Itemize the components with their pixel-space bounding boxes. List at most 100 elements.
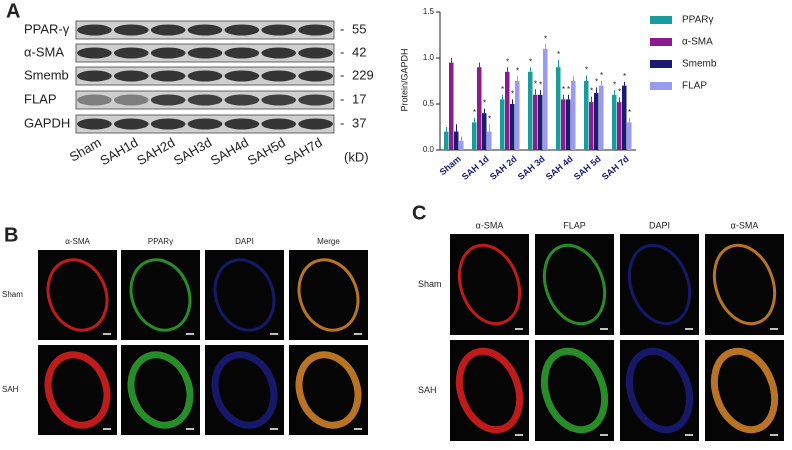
bar [500, 99, 505, 150]
blot-band [261, 94, 297, 106]
vessel-ring [46, 258, 109, 332]
x-tick-label: SAH 2d [488, 154, 519, 182]
vessel-wall [712, 243, 777, 326]
protein-label: FLAP [24, 91, 57, 106]
vessel-wall [46, 258, 109, 332]
molecular-weight: 17 [352, 91, 366, 106]
blot-band [261, 70, 297, 82]
vessel-ring [625, 347, 694, 434]
bar [594, 92, 599, 150]
blot-band [150, 47, 186, 59]
significance: * [501, 85, 504, 94]
significance: * [628, 108, 631, 117]
blot-band [77, 70, 112, 82]
bar [510, 104, 515, 150]
significance: * [585, 66, 588, 75]
vessel-wall [213, 258, 276, 332]
significance: * [473, 108, 476, 117]
vessel-wall [129, 258, 192, 332]
molecular-weight: 42 [352, 44, 366, 59]
vessel-ring [455, 347, 524, 434]
blot-band [113, 47, 149, 59]
row-label: Sham [418, 279, 442, 289]
vessel-ring [129, 258, 192, 332]
significance: * [595, 78, 598, 87]
column-header: α-SMA [731, 220, 759, 230]
blot-band [224, 47, 260, 59]
dash: - [340, 44, 344, 59]
blot-band [187, 70, 223, 82]
significance: * [544, 34, 547, 43]
bar [482, 113, 487, 150]
blot-band [187, 24, 223, 36]
blot-band [224, 118, 260, 130]
x-tick-label: SAH 7d [600, 154, 631, 182]
blot-band [298, 94, 333, 106]
blot-band [150, 94, 186, 106]
significance: * [618, 88, 621, 97]
column-header: FLAP [563, 220, 586, 230]
significance: * [557, 50, 560, 59]
dash: - [340, 21, 344, 36]
legend-label: Smemb [682, 59, 717, 70]
bar [528, 71, 533, 150]
column-header: PPARγ [148, 237, 173, 246]
x-tick-label: SAH 5d [572, 154, 603, 182]
blot-band [298, 47, 333, 59]
vessel-wall [295, 351, 362, 429]
bar [589, 102, 594, 150]
vessel-wall [540, 347, 609, 434]
panel-label: B [4, 224, 18, 246]
significance: * [613, 80, 616, 89]
blot-band [298, 70, 333, 82]
vessel-ring [540, 347, 609, 434]
blot-band [298, 118, 333, 130]
micrograph [289, 250, 368, 340]
vessel-ring [542, 243, 607, 326]
significance: * [590, 87, 593, 96]
bar [505, 71, 510, 150]
blot-band [261, 47, 297, 59]
legend-label: α-SMA [682, 37, 713, 48]
blot-band [187, 118, 223, 130]
blot-band [77, 94, 112, 106]
lane-label: SAH3d [171, 135, 214, 169]
significance: * [529, 57, 532, 66]
vessel-wall [625, 347, 694, 434]
blot-band [77, 47, 112, 59]
protein-label: α-SMA [24, 44, 64, 59]
x-tick-label: SAH 4d [544, 154, 575, 182]
bar [454, 131, 459, 150]
molecular-weight: 37 [352, 115, 366, 130]
lane-label: SAH2d [134, 135, 177, 169]
vessel-ring [211, 351, 278, 429]
molecular-weight: 229 [352, 67, 374, 82]
micrograph [620, 234, 699, 335]
legend-swatch [650, 38, 672, 46]
bar [449, 62, 454, 150]
x-tick-label: SAH 1d [460, 154, 491, 182]
blot-band [261, 24, 297, 36]
blot-band [113, 70, 149, 82]
blot-band [77, 118, 112, 130]
legend-label: PPARγ [682, 15, 714, 26]
significance: * [539, 80, 542, 89]
lane-label: SAH5d [245, 135, 288, 169]
column-header: α-SMA [65, 237, 90, 246]
bar [617, 102, 622, 150]
y-tick-label: 0.0 [423, 145, 435, 154]
significance: * [483, 99, 486, 108]
bar [533, 94, 538, 150]
vessel-wall [455, 347, 524, 434]
x-tick-label: SAH 3d [516, 154, 547, 182]
vessel-ring [127, 351, 194, 429]
blot-band [113, 24, 149, 36]
micrograph [205, 250, 284, 340]
vessel-ring [627, 243, 692, 326]
vessel-ring [213, 258, 276, 332]
blot-band [187, 47, 223, 59]
micrograph [38, 250, 117, 340]
vessel-wall [542, 243, 607, 326]
y-tick-label: 1.5 [423, 7, 435, 16]
